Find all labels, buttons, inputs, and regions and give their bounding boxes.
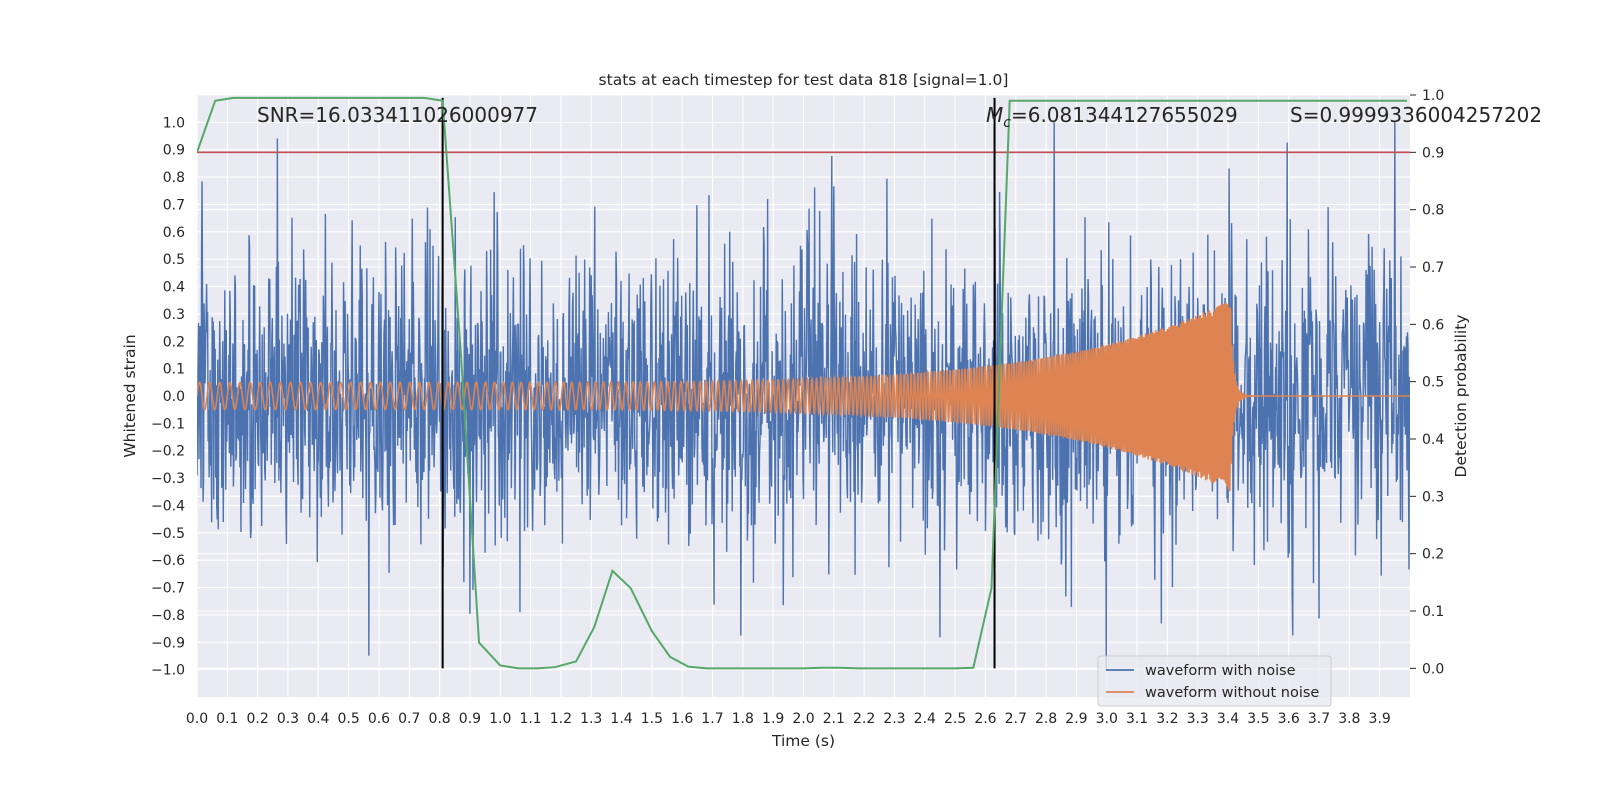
y-tick-label: −0.3 <box>151 471 185 487</box>
y-tick-label: −0.2 <box>151 444 185 460</box>
y-tick-label: 0.3 <box>163 307 185 323</box>
y-tick-label: 0.8 <box>163 170 185 186</box>
s-annotation: S=0.9999336004257202 <box>1290 103 1542 127</box>
y2-tick-label: 0.6 <box>1422 317 1444 333</box>
series-detection-probability <box>197 96 1407 670</box>
x-tick-label: 3.2 <box>1156 711 1178 727</box>
x-tick-label: 2.0 <box>792 711 814 727</box>
x-axis-label: Time (s) <box>771 732 835 750</box>
x-tick-label: 0.1 <box>216 711 238 727</box>
x-tick-label: 3.1 <box>1126 711 1148 727</box>
x-tick-label: 0.7 <box>398 711 420 727</box>
y2-axis-label: Detection probability <box>1452 315 1470 478</box>
y-tick-label: 0.2 <box>163 334 185 350</box>
mc-symbol: M <box>986 103 1003 127</box>
y2-tick-label: 0.3 <box>1422 489 1444 505</box>
y-axis-label: Whitened strain <box>121 334 139 457</box>
x-tick-label: 0.5 <box>337 711 359 727</box>
mc-value: =6.081344127655029 <box>1011 103 1238 127</box>
axis-ticks: 0.0 0.1 0.2 0.3 0.4 0.5 0.6 0.7 0.8 0.9 1.0 1.1 1.2 1… <box>151 88 1444 727</box>
x-tick-label: 0.9 <box>459 711 481 727</box>
y2-tick-label: 0.5 <box>1422 375 1444 391</box>
series-waveform-without-noise <box>197 303 1410 492</box>
x-tick-label: 1.4 <box>610 711 632 727</box>
x-tick-label: 3.6 <box>1278 711 1300 727</box>
y-tick-label: −0.6 <box>151 553 185 569</box>
y-tick-label: −0.1 <box>151 416 185 432</box>
chart-title: stats at each timestep for test data 818… <box>599 71 1009 89</box>
legend-label-noise: waveform with noise <box>1145 663 1296 679</box>
plot-series <box>197 96 1410 670</box>
y-tick-label: 0.4 <box>163 280 185 296</box>
y2-tick-label: 0.7 <box>1422 260 1444 276</box>
legend-box <box>1097 655 1332 707</box>
x-tick-label: 1.3 <box>580 711 602 727</box>
x-tick-label: 3.0 <box>1096 711 1118 727</box>
y2-tick-label: 0.0 <box>1422 661 1444 677</box>
x-tick-label: 1.6 <box>671 711 693 727</box>
y2-tick-label: 0.4 <box>1422 432 1444 448</box>
y-tick-label: −0.5 <box>151 526 185 542</box>
y-tick-label: −1.0 <box>151 663 185 679</box>
x-tick-label: 0.3 <box>277 711 299 727</box>
x-tick-label: 1.7 <box>701 711 723 727</box>
y-tick-label: 0.5 <box>163 252 185 268</box>
x-tick-label: 2.3 <box>883 711 905 727</box>
x-tick-label: 2.6 <box>974 711 996 727</box>
x-tick-label: 2.9 <box>1065 711 1087 727</box>
snr-annotation: SNR=16.033411026000977 <box>257 103 538 127</box>
x-tick-label: 1.0 <box>489 711 511 727</box>
legend-label-clean: waveform without noise <box>1145 685 1319 701</box>
y-tick-label: −0.9 <box>151 635 185 651</box>
x-tick-label: 0.0 <box>186 711 208 727</box>
x-tick-label: 2.7 <box>1005 711 1027 727</box>
y-tick-label: 0.6 <box>163 225 185 241</box>
y2-tick-label: 0.8 <box>1422 203 1444 219</box>
y-tick-label: 1.0 <box>163 115 185 131</box>
legend: waveform with noise waveform without noi… <box>1097 655 1332 707</box>
x-tick-label: 3.8 <box>1338 711 1360 727</box>
x-tick-label: 2.5 <box>944 711 966 727</box>
y2-tick-label: 1.0 <box>1422 88 1444 104</box>
x-tick-label: 3.4 <box>1217 711 1239 727</box>
x-tick-label: 2.1 <box>823 711 845 727</box>
x-tick-label: 0.6 <box>368 711 390 727</box>
x-tick-label: 1.9 <box>762 711 784 727</box>
y-tick-label: 0.7 <box>163 197 185 213</box>
y2-tick-label: 0.9 <box>1422 145 1444 161</box>
x-tick-label: 0.4 <box>307 711 329 727</box>
x-tick-label: 3.5 <box>1247 711 1269 727</box>
series-waveform-with-noise <box>197 122 1410 670</box>
x-tick-label: 1.5 <box>641 711 663 727</box>
mc-subscript: c <box>1003 115 1011 131</box>
y-tick-label: −0.4 <box>151 498 185 514</box>
x-tick-label: 0.2 <box>247 711 269 727</box>
x-tick-label: 2.4 <box>914 711 936 727</box>
y-tick-label: −0.7 <box>151 581 185 597</box>
x-tick-label: 1.8 <box>732 711 754 727</box>
x-tick-label: 0.8 <box>428 711 450 727</box>
y-tick-label: 0.0 <box>163 389 185 405</box>
x-tick-label: 3.9 <box>1369 711 1391 727</box>
y-tick-label: 0.9 <box>163 143 185 159</box>
x-tick-label: 3.3 <box>1187 711 1209 727</box>
x-tick-label: 2.2 <box>853 711 875 727</box>
y2-tick-label: 0.2 <box>1422 547 1444 563</box>
x-tick-label: 2.8 <box>1035 711 1057 727</box>
y-tick-label: −0.8 <box>151 608 185 624</box>
x-tick-label: 1.1 <box>519 711 541 727</box>
chirp-mass-annotation: Mc=6.081344127655029 <box>986 103 1238 131</box>
x-tick-label: 1.2 <box>550 711 572 727</box>
y2-tick-label: 0.1 <box>1422 604 1444 620</box>
y-tick-label: 0.1 <box>163 362 185 378</box>
x-tick-label: 3.7 <box>1308 711 1330 727</box>
